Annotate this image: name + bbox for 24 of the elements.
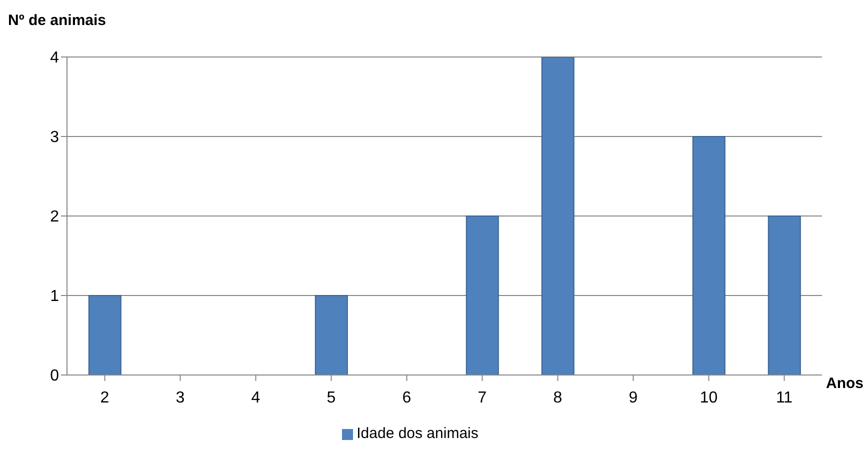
bar bbox=[768, 216, 801, 375]
x-tick-label: 5 bbox=[326, 389, 336, 406]
y-tick-label: 0 bbox=[50, 368, 60, 385]
x-tick-label: 11 bbox=[776, 389, 793, 406]
bar bbox=[314, 295, 348, 375]
x-tick-label: 2 bbox=[100, 389, 110, 406]
y-tick-label: 2 bbox=[50, 208, 60, 226]
x-axis-title: Anos bbox=[826, 375, 864, 392]
bar bbox=[692, 136, 726, 375]
x-tick-label: 3 bbox=[176, 389, 185, 406]
bar bbox=[541, 57, 574, 375]
y-axis-title: Nº de animais bbox=[8, 12, 106, 29]
bar bbox=[88, 295, 122, 375]
y-tick-label: 4 bbox=[50, 50, 60, 67]
x-tick-label: 6 bbox=[402, 389, 412, 406]
x-tick-label: 10 bbox=[700, 389, 718, 406]
y-tick-label: 1 bbox=[50, 288, 60, 306]
x-tick-label: 7 bbox=[478, 389, 487, 406]
bar bbox=[466, 216, 499, 375]
legend-label: Idade dos animais bbox=[356, 425, 478, 442]
x-tick-label: 9 bbox=[628, 389, 638, 406]
x-tick-label: 4 bbox=[251, 389, 260, 406]
y-tick-label: 3 bbox=[50, 129, 60, 146]
x-tick-label: 8 bbox=[553, 389, 562, 406]
